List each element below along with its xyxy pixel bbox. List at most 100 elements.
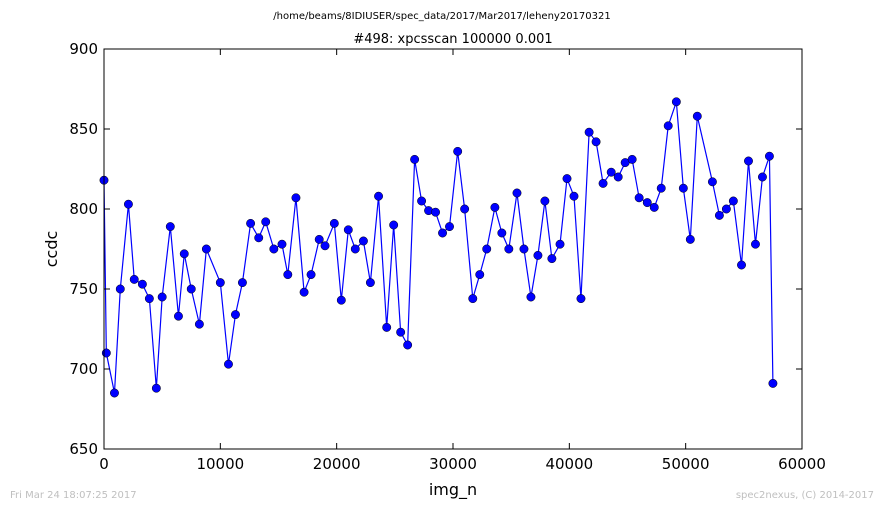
data-point — [576, 294, 586, 304]
data-point — [123, 199, 133, 209]
data-point — [261, 217, 271, 227]
data-point — [417, 196, 427, 206]
plot-area — [104, 49, 802, 449]
x-tick-label: 0 — [99, 455, 109, 473]
data-point — [246, 218, 256, 228]
data-point — [358, 236, 368, 246]
data-point — [728, 196, 738, 206]
x-tick-label: 60000 — [778, 455, 826, 473]
y-axis-ticks: 650 700 750 800 850 900 — [69, 40, 802, 458]
data-point — [350, 244, 360, 254]
data-point — [737, 260, 746, 270]
data-point — [314, 234, 324, 244]
chart-title: #498: xpcsscan 100000 0.001 — [353, 32, 552, 47]
data-point — [562, 174, 572, 184]
data-point — [569, 191, 579, 201]
data-point — [490, 202, 500, 212]
data-point — [519, 244, 529, 254]
y-tick-label: 750 — [69, 280, 98, 298]
data-point — [764, 151, 774, 161]
data-point — [389, 220, 399, 230]
data-point — [396, 327, 406, 337]
y-tick-label: 650 — [69, 440, 98, 458]
data-point — [460, 204, 470, 214]
data-point — [115, 284, 125, 294]
data-point — [320, 241, 330, 251]
data-point — [431, 207, 440, 217]
data-point — [751, 239, 760, 249]
data-point — [584, 127, 594, 137]
data-point — [634, 193, 644, 203]
data-point — [671, 97, 681, 107]
data-point — [714, 210, 724, 220]
data-point — [186, 284, 196, 294]
data-point — [194, 319, 204, 329]
data-point — [382, 322, 392, 332]
data-point — [547, 254, 557, 264]
data-point — [151, 383, 161, 393]
data-point — [306, 270, 316, 280]
data-point — [269, 244, 279, 254]
data-point — [365, 278, 375, 288]
data-point — [497, 228, 507, 238]
data-point — [144, 294, 154, 304]
data-point — [591, 137, 601, 147]
data-point — [438, 228, 447, 238]
data-point — [555, 239, 565, 249]
data-point — [721, 204, 731, 214]
data-point — [374, 191, 383, 201]
footer-timestamp: Fri Mar 24 18:07:25 2017 — [10, 490, 137, 501]
x-tick-label: 40000 — [545, 455, 593, 473]
data-point — [179, 249, 189, 259]
data-point — [157, 292, 167, 302]
y-tick-label: 700 — [69, 360, 98, 378]
data-point — [468, 294, 478, 304]
data-point — [757, 172, 767, 182]
data-point — [649, 202, 659, 212]
data-point — [445, 222, 454, 232]
data-point — [453, 146, 463, 156]
data-point — [215, 278, 225, 288]
x-tick-label: 10000 — [196, 455, 244, 473]
data-point — [598, 178, 608, 188]
data-point — [642, 198, 652, 208]
data-point — [744, 156, 753, 166]
data-point — [533, 250, 543, 260]
x-tick-label: 50000 — [662, 455, 710, 473]
y-tick-label: 850 — [69, 120, 98, 138]
y-axis-label: ccdc — [42, 231, 61, 268]
data-point — [692, 111, 702, 121]
x-axis-ticks: 0 10000 20000 30000 40000 50000 60000 — [99, 49, 826, 473]
y-tick-label: 900 — [69, 40, 98, 58]
data-point — [137, 279, 147, 289]
data-point — [329, 218, 339, 228]
data-point — [512, 188, 522, 198]
data-point — [606, 167, 616, 177]
data-layer — [99, 97, 778, 398]
data-point — [504, 244, 514, 254]
x-tick-label: 30000 — [429, 455, 477, 473]
data-point — [707, 177, 717, 187]
data-point — [627, 154, 637, 164]
data-point — [526, 292, 536, 302]
footer-credit: spec2nexus, (C) 2014-2017 — [736, 490, 874, 501]
x-axis-label: img_n — [429, 480, 477, 500]
data-point — [613, 172, 623, 182]
data-point — [201, 244, 211, 254]
data-point — [101, 348, 111, 358]
data-point — [403, 340, 413, 350]
data-point — [277, 239, 287, 249]
data-point — [656, 183, 666, 193]
x-tick-label: 20000 — [313, 455, 361, 473]
data-point — [768, 378, 778, 388]
data-point — [299, 287, 309, 297]
data-point — [291, 193, 301, 203]
data-point — [685, 234, 695, 244]
data-point — [165, 222, 175, 232]
data-point — [237, 278, 247, 288]
data-point — [540, 196, 550, 206]
data-point — [678, 183, 688, 193]
data-point — [224, 359, 233, 369]
data-point — [410, 154, 420, 164]
